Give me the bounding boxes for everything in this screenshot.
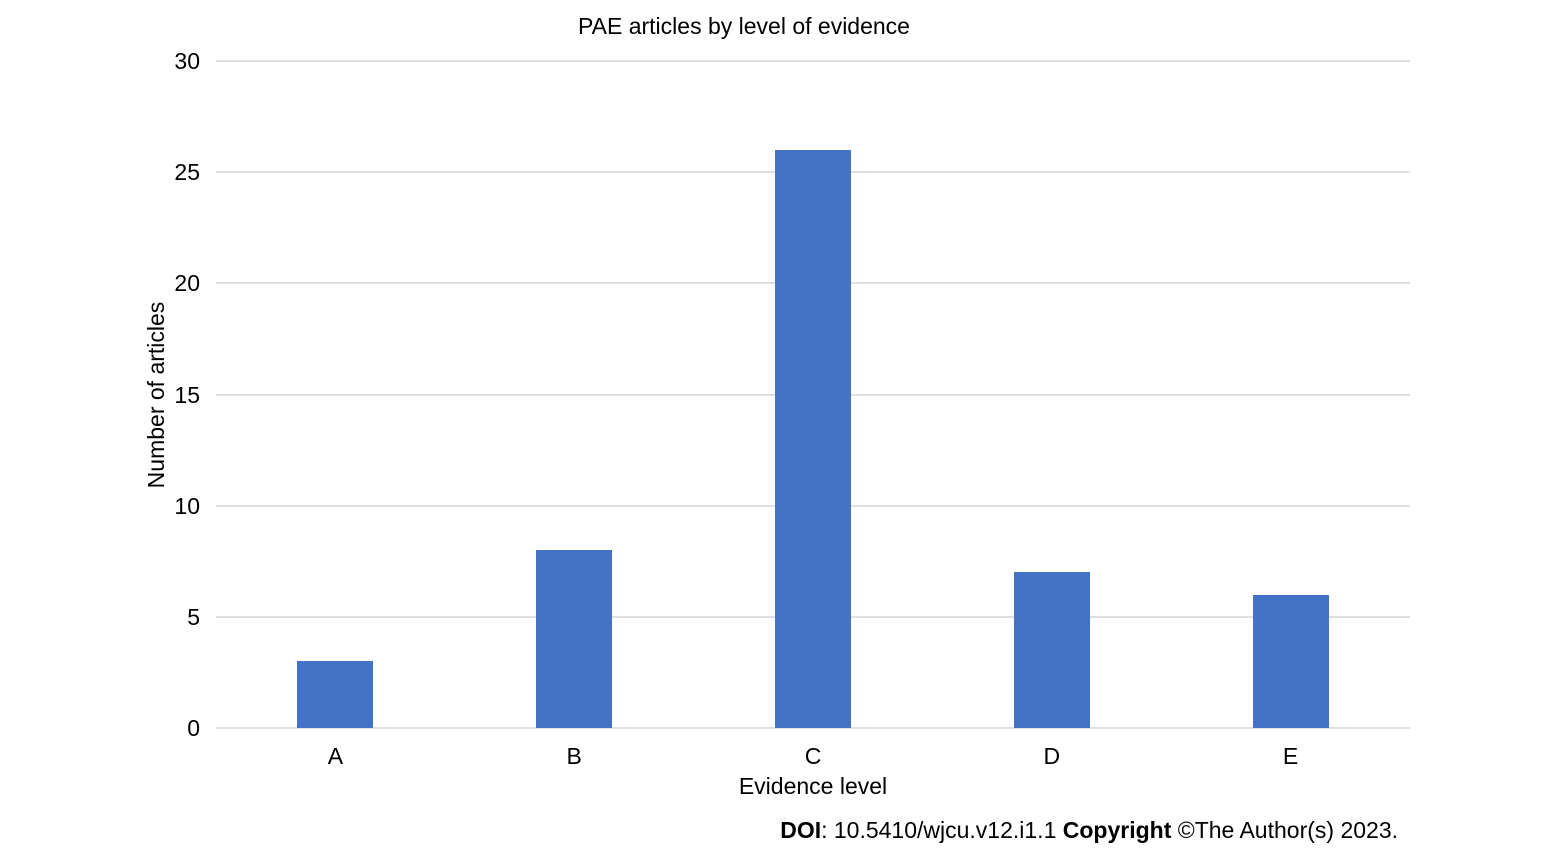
y-axis-tick-label: 15 [174, 381, 200, 408]
y-axis-tick-label: 0 [187, 715, 200, 741]
doi-label: DOI [780, 817, 822, 843]
bar-B [536, 550, 613, 728]
y-axis-tick-label: 5 [187, 603, 200, 630]
x-axis-tick-label: E [1282, 743, 1299, 769]
gridline [216, 727, 1410, 729]
bar-A [297, 661, 374, 728]
doi-value: : 10.5410/wjcu.v12.i1.1 [821, 817, 1063, 843]
x-axis-tick-label: D [1043, 743, 1061, 769]
copyright-label: Copyright [1062, 817, 1172, 843]
x-axis-tick-label: A [327, 743, 344, 769]
y-axis-tick-label: 25 [174, 159, 200, 186]
bar-E [1252, 594, 1329, 728]
y-axis-tick-label: 10 [174, 492, 200, 519]
x-axis-tick-label: B [566, 743, 582, 769]
chart-title: PAE articles by level of evidence [578, 13, 910, 39]
bar-D [1013, 572, 1090, 728]
gridline [216, 60, 1410, 62]
y-axis-tick-label: 20 [174, 270, 200, 297]
figure-caption: DOI: 10.5410/wjcu.v12.i1.1 Copyright ©Th… [780, 816, 1398, 844]
y-axis-tick-label: 30 [174, 48, 200, 74]
x-axis-title: Evidence level [738, 773, 888, 799]
copyright-value: ©The Author(s) 2023. [1171, 817, 1398, 843]
bar-C [775, 149, 851, 728]
x-axis-tick-label: C [804, 743, 822, 769]
